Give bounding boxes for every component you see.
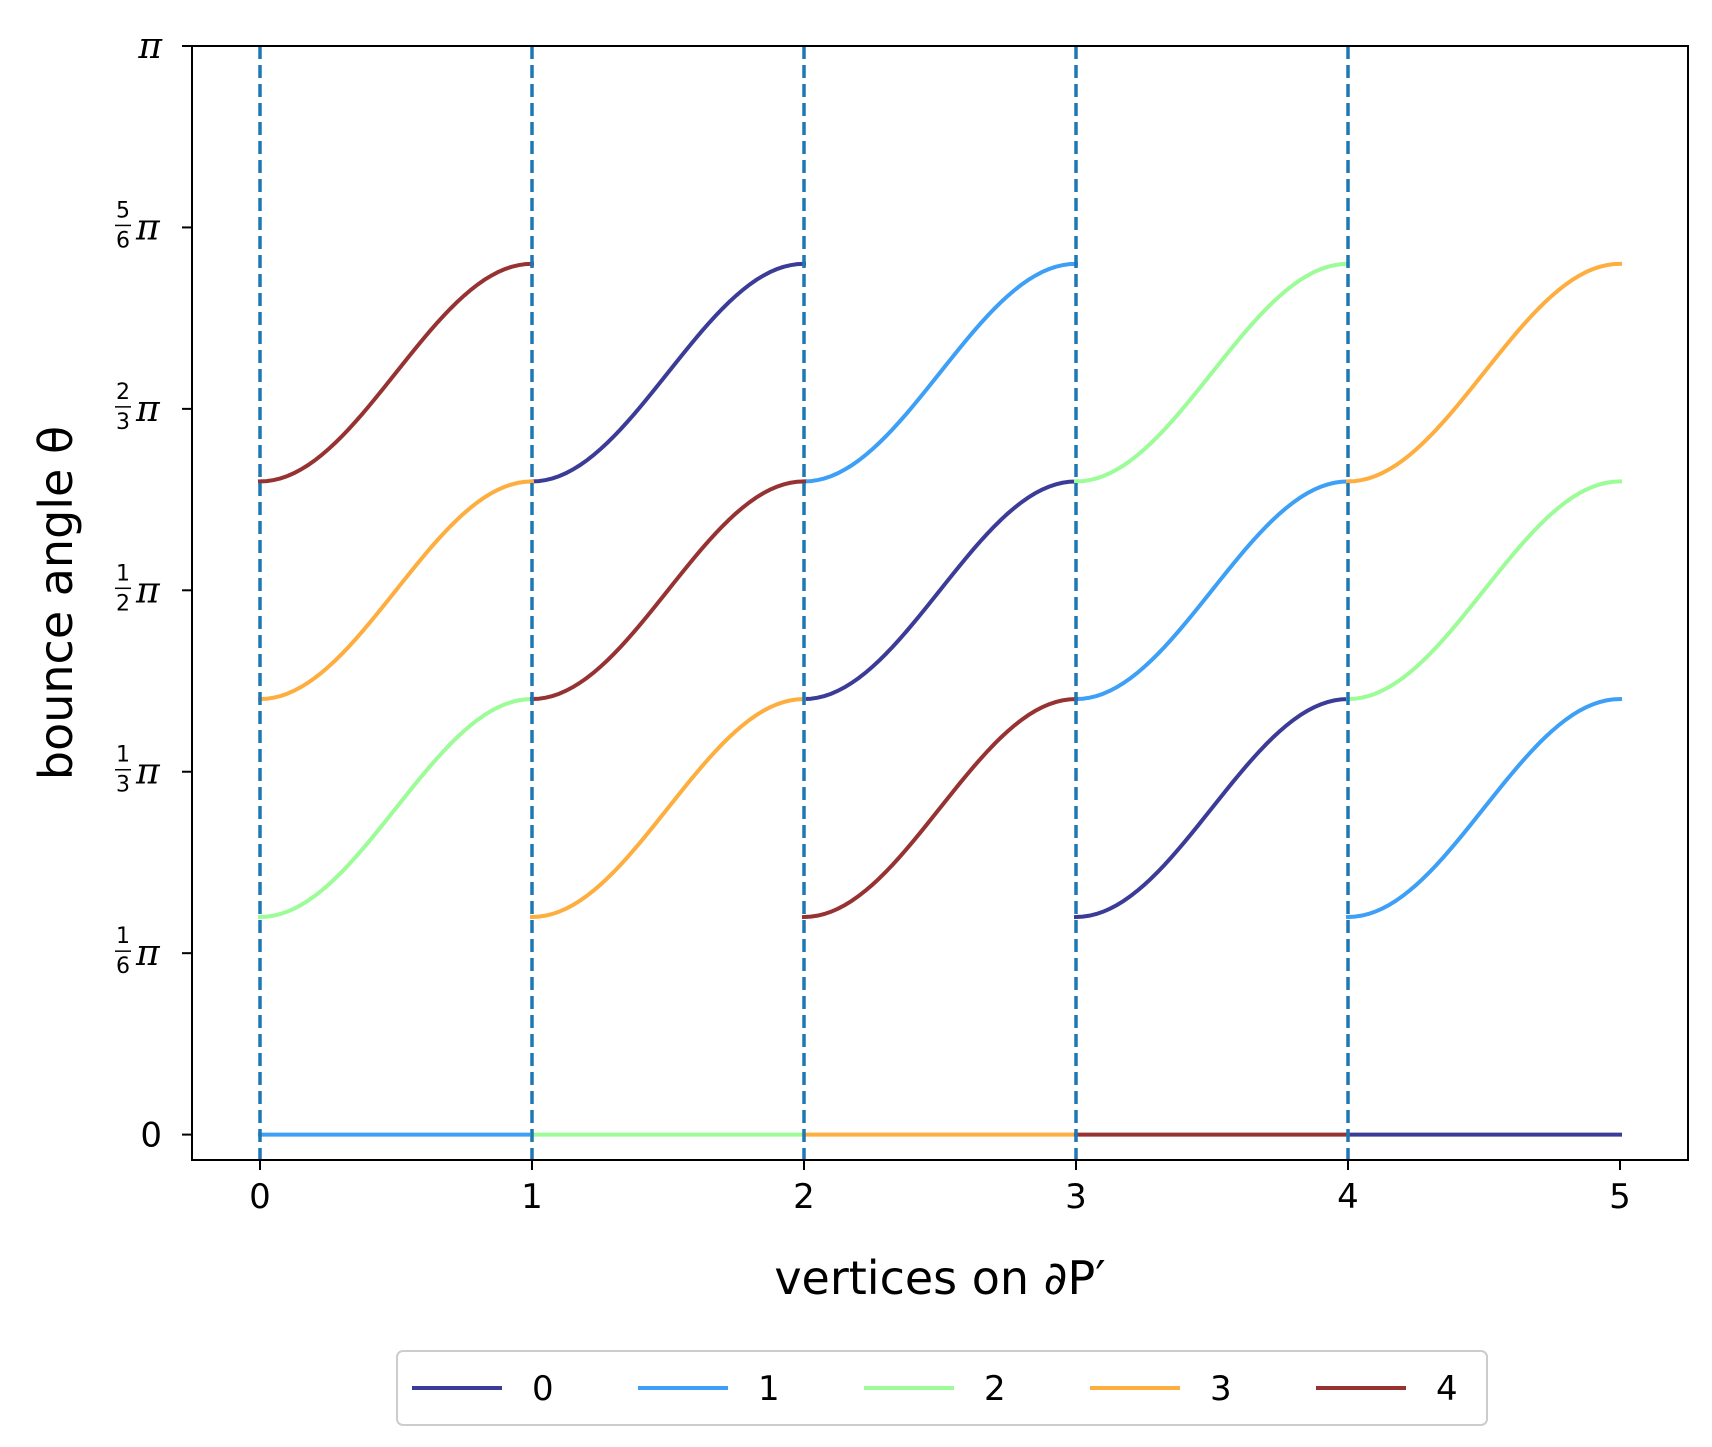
x-tick-label: 2 bbox=[793, 1177, 815, 1217]
series-4-line bbox=[529, 479, 807, 702]
series-3-line bbox=[257, 479, 535, 702]
legend-label: 4 bbox=[1436, 1369, 1458, 1409]
series-0-line bbox=[529, 261, 807, 484]
legend-label: 1 bbox=[758, 1369, 780, 1409]
y-tick-numerator: 1 bbox=[116, 743, 130, 768]
legend-item-1: 1 bbox=[638, 1369, 780, 1409]
y-tick-numerator: 5 bbox=[116, 198, 130, 223]
series-0-line bbox=[801, 479, 1079, 702]
y-tick-numerator: 1 bbox=[116, 924, 130, 949]
y-axis-label: bounce angle θ bbox=[29, 426, 83, 780]
series-4-line bbox=[257, 261, 535, 484]
series-3-line bbox=[1345, 261, 1623, 484]
legend-label: 2 bbox=[984, 1369, 1006, 1409]
y-tick-label: 0 bbox=[140, 1116, 162, 1156]
series-2-line bbox=[257, 696, 535, 920]
y-tick-pi-symbol: π bbox=[135, 207, 161, 248]
series-2-line bbox=[1073, 261, 1351, 484]
x-axis-label: vertices on ∂P′ bbox=[774, 1251, 1105, 1305]
legend-item-3: 3 bbox=[1090, 1369, 1232, 1409]
axes-frame bbox=[191, 45, 1689, 1161]
x-tick-label: 5 bbox=[1609, 1177, 1631, 1217]
legend: 0 1 2 3 4 bbox=[396, 1350, 1488, 1426]
y-tick-label: 1 6 π bbox=[115, 924, 161, 979]
series-0-line bbox=[1073, 696, 1351, 920]
y-tick-denominator: 6 bbox=[116, 228, 130, 253]
series-1-line bbox=[1345, 696, 1623, 920]
y-tick-denominator: 3 bbox=[116, 773, 130, 798]
y-tick-label: 5 6 π bbox=[115, 198, 161, 253]
y-tick-label: 2 3 π bbox=[115, 380, 161, 435]
legend-item-4: 4 bbox=[1316, 1369, 1458, 1409]
y-tick-label: 1 2 π bbox=[115, 561, 161, 616]
y-tick-numerator: 1 bbox=[116, 561, 130, 586]
y-tick-pi-symbol: π bbox=[135, 752, 161, 793]
series-4-line bbox=[801, 696, 1079, 920]
y-tick-denominator: 6 bbox=[116, 954, 130, 979]
series-2-line bbox=[1345, 479, 1623, 702]
y-tick-pi-symbol: π bbox=[135, 389, 161, 430]
series-1-line bbox=[1073, 479, 1351, 702]
x-tick-label: 0 bbox=[249, 1177, 271, 1217]
legend-label: 0 bbox=[532, 1369, 554, 1409]
x-tick-label: 1 bbox=[521, 1177, 543, 1217]
legend-item-2: 2 bbox=[864, 1369, 1006, 1409]
y-tick-label: π bbox=[137, 26, 163, 67]
y-tick-label: 1 3 π bbox=[115, 743, 161, 798]
y-tick-pi-symbol: π bbox=[135, 570, 161, 611]
y-tick-pi-symbol: π bbox=[135, 933, 161, 974]
series-1-line bbox=[801, 261, 1079, 484]
plot-area bbox=[191, 45, 1689, 1161]
x-tick-label: 3 bbox=[1065, 1177, 1087, 1217]
series-3-line bbox=[529, 696, 807, 920]
legend-label: 3 bbox=[1210, 1369, 1232, 1409]
x-tick-label: 4 bbox=[1337, 1177, 1359, 1217]
y-tick-denominator: 3 bbox=[116, 410, 130, 435]
y-tick-numerator: 2 bbox=[116, 380, 130, 405]
legend-item-0: 0 bbox=[412, 1369, 554, 1409]
y-tick-denominator: 2 bbox=[116, 591, 130, 616]
